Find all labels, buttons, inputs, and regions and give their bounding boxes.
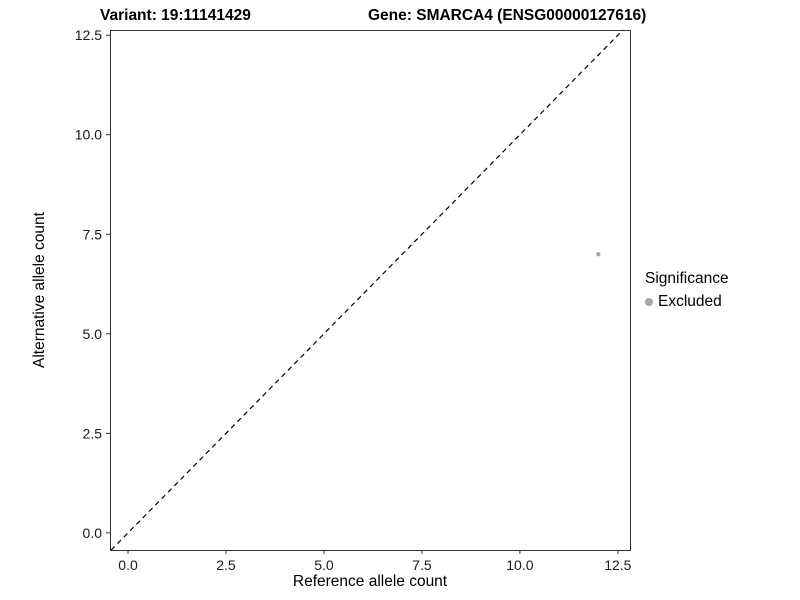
legend: Significance Excluded (645, 270, 729, 311)
data-point (596, 251, 601, 257)
y-tick-label: 7.5 (83, 226, 103, 242)
x-tick-label: 7.5 (412, 557, 432, 573)
panel-border (110, 30, 631, 551)
y-tick-label: 12.5 (75, 27, 102, 43)
y-axis-label: Alternative allele count (31, 212, 48, 368)
excluded-point-swatch (645, 298, 653, 306)
legend-entry-excluded: Excluded (645, 293, 729, 311)
x-tick-label: 5.0 (314, 557, 334, 573)
legend-entry-label: Excluded (658, 293, 722, 310)
plot-title-variant: Variant: 19:11141429 (100, 7, 251, 24)
y-tick-label: 2.5 (83, 425, 103, 441)
identity-line (110, 29, 624, 551)
x-tick-label: 2.5 (216, 557, 236, 573)
y-tick-label: 5.0 (83, 326, 103, 342)
plot-title-gene: Gene: SMARCA4 (ENSG00000127616) (368, 7, 647, 24)
legend-title: Significance (645, 270, 729, 287)
x-tick-label: 10.0 (506, 557, 533, 573)
y-tick-label: 0.0 (83, 525, 103, 541)
x-tick-label: 12.5 (604, 557, 631, 573)
x-axis-label: Reference allele count (292, 573, 448, 590)
y-tick-label: 10.0 (75, 127, 102, 143)
x-tick-label: 0.0 (118, 557, 138, 573)
